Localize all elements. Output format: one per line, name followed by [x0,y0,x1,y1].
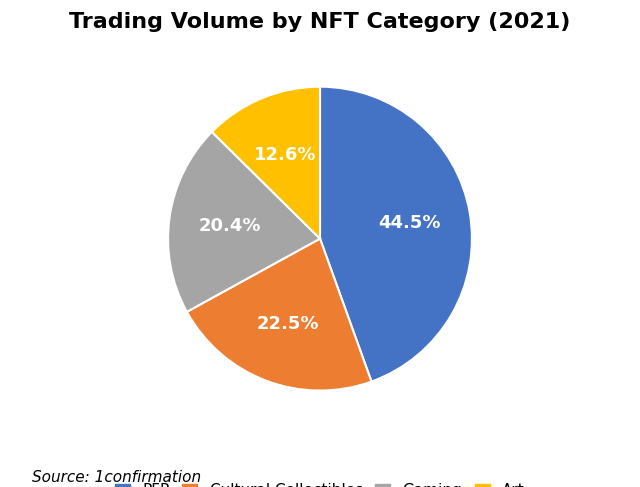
Text: 20.4%: 20.4% [198,217,261,235]
Wedge shape [212,87,320,239]
Wedge shape [168,132,320,312]
Wedge shape [320,87,472,382]
Text: 44.5%: 44.5% [378,214,441,232]
Text: Source: 1confirmation: Source: 1confirmation [32,470,201,485]
Legend: PFP, Cultural Collectibles, Gaming, Art: PFP, Cultural Collectibles, Gaming, Art [109,477,531,487]
Text: 12.6%: 12.6% [253,146,316,164]
Wedge shape [187,239,371,391]
Text: 22.5%: 22.5% [257,315,319,333]
Title: Trading Volume by NFT Category (2021): Trading Volume by NFT Category (2021) [69,12,571,32]
